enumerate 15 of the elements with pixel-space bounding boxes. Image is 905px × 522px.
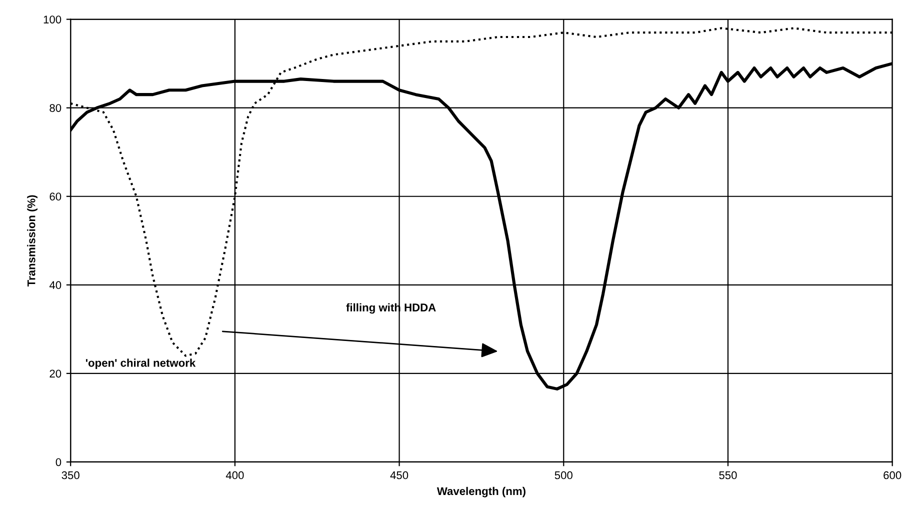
x-axis-title: Wavelength (nm)	[436, 486, 526, 498]
x-tick-label: 600	[884, 471, 902, 480]
y-tick-label: 60	[50, 192, 62, 201]
annotation: 'open' chiral network	[86, 358, 196, 370]
x-tick-label: 450	[390, 471, 408, 480]
y-tick-label: 80	[50, 104, 62, 112]
x-tick-label: 350	[62, 471, 80, 480]
x-tick-label: 550	[719, 471, 737, 480]
y-tick-label: 0	[56, 458, 62, 466]
y-axis-title: Transmission (%)	[27, 195, 38, 287]
y-tick-label: 20	[50, 370, 62, 378]
x-tick-label: 500	[554, 471, 572, 480]
y-tick-label: 100	[44, 16, 62, 24]
x-tick-label: 400	[226, 471, 244, 480]
y-tick-label: 40	[49, 281, 62, 290]
